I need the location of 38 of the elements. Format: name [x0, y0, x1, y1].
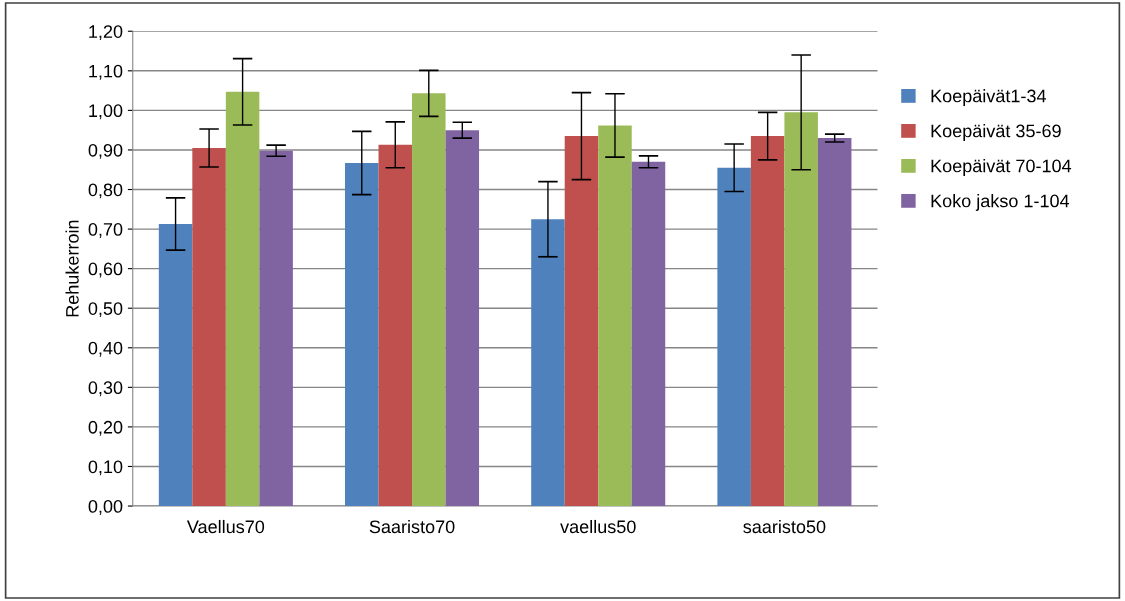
y-tick-label: 0,00: [88, 499, 123, 515]
y-tick-label: 0,30: [88, 381, 123, 397]
y-tick-label: 0,40: [88, 341, 123, 357]
y-tick-label: 0,80: [88, 183, 123, 199]
y-tick-label: 0,20: [88, 420, 123, 436]
y-tick-label: 0,90: [88, 143, 123, 159]
bar: [784, 112, 818, 507]
legend-label: Koko jakso 1-104: [931, 194, 1070, 211]
bar: [717, 167, 751, 507]
bar: [378, 144, 413, 507]
x-tick-label: Vaellus70: [186, 519, 265, 534]
bar: [412, 93, 446, 507]
bar: [631, 161, 666, 507]
legend-label: Koepäivät 35-69: [931, 124, 1061, 141]
bar: [259, 150, 293, 507]
legend-label: Koepäivät 70-104: [931, 159, 1072, 176]
y-tick-label: 1,20: [89, 25, 123, 41]
y-tick-label: 1,10: [89, 64, 123, 80]
bar: [750, 136, 785, 507]
bar: [225, 91, 260, 507]
bar: [564, 136, 599, 507]
y-tick-label: 0,10: [88, 460, 123, 476]
y-tick-label: 0,60: [88, 262, 123, 278]
x-tick-label: saaristo50: [743, 519, 826, 534]
bar: [345, 163, 379, 507]
x-tick-label: Saaristo70: [369, 519, 455, 534]
y-axis-title: Rehukerroin: [65, 220, 79, 317]
bar: [598, 125, 632, 507]
y-tick-label: 0,50: [88, 302, 123, 318]
bar: [192, 147, 226, 507]
bar: [817, 138, 852, 507]
bar: [445, 130, 480, 507]
bar: [158, 223, 193, 507]
y-tick-label: 0,70: [88, 223, 123, 238]
bar: [531, 219, 565, 507]
y-tick-label: 1,00: [89, 104, 123, 120]
legend-label: Koepäivät1-34: [931, 89, 1046, 106]
x-tick-label: vaellus50: [560, 519, 636, 534]
